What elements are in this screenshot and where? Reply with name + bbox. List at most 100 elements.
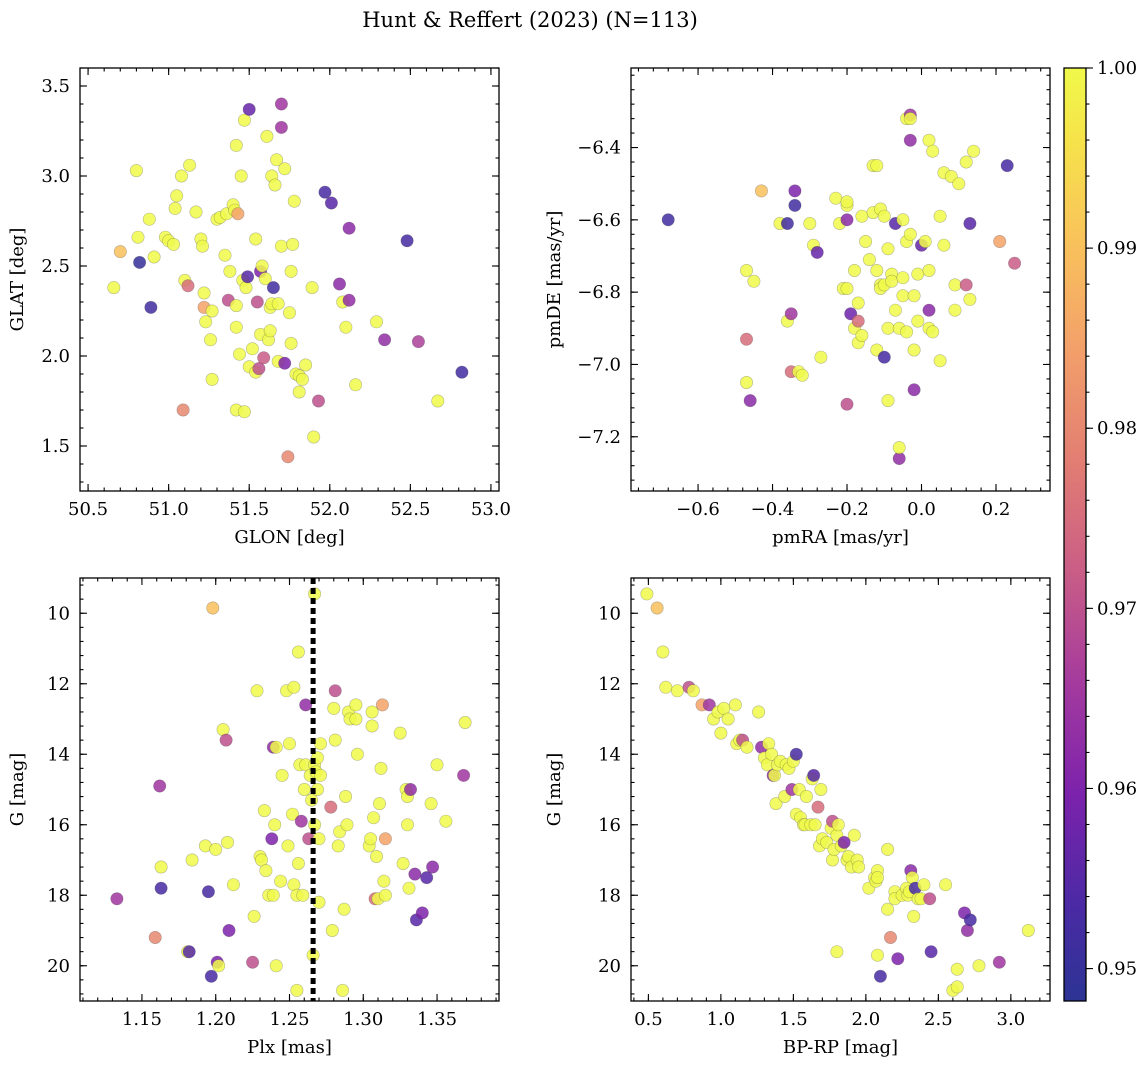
data-point: [881, 394, 895, 408]
ticks: 1.15 1.20 1.25 1.30 1.35 10 12 14 16 18 20: [47, 578, 499, 1030]
data-point: [133, 255, 147, 269]
x-tick-label: 52.5: [390, 499, 430, 520]
data-point: [847, 828, 861, 842]
data-point: [378, 333, 392, 347]
data-point: [378, 832, 392, 846]
data-point: [948, 303, 962, 317]
data-point: [377, 874, 391, 888]
data-point: [784, 307, 798, 321]
x-tick-label: 0.5: [634, 1009, 663, 1030]
data-point: [903, 227, 917, 241]
data-point: [284, 336, 298, 350]
data-point: [403, 782, 417, 796]
data-point: [218, 248, 232, 262]
data-point: [206, 601, 220, 615]
x-axis-label: pmRA [mas/yr]: [772, 527, 909, 548]
data-point: [365, 705, 379, 719]
data-point: [922, 133, 936, 147]
data-point: [336, 983, 350, 997]
data-point: [229, 138, 243, 152]
data-point: [400, 234, 414, 248]
y-tick-label: 12: [598, 674, 621, 695]
data-point: [107, 281, 121, 295]
data-point: [324, 196, 338, 210]
data-point: [291, 645, 305, 659]
data-point: [458, 715, 472, 729]
panel-glon-glat: 50.5 51.0 51.5 52.0 52.5 53.0 1.5 2.0 2.5 3.0 3.5 G…: [7, 67, 511, 548]
data-point: [870, 159, 884, 173]
data-point: [292, 385, 306, 399]
data-point: [339, 320, 353, 334]
y-tick-label: −6.8: [577, 282, 621, 303]
data-point: [278, 162, 292, 176]
data-point: [740, 740, 754, 754]
data-point: [229, 320, 243, 334]
data-point: [754, 184, 768, 198]
data-point: [728, 698, 742, 712]
data-point: [325, 923, 339, 937]
data-point: [847, 263, 861, 277]
data-point: [952, 177, 966, 191]
data-point: [286, 237, 300, 251]
data-point: [239, 281, 253, 295]
data-point: [168, 201, 182, 215]
data-point: [183, 158, 197, 172]
y-axis-label: G [mag]: [544, 753, 565, 826]
colorbar-tick-label: 0.99: [1097, 238, 1137, 259]
data-point: [714, 726, 728, 740]
data-point: [339, 789, 353, 803]
x-tick-label: 1.15: [122, 1009, 162, 1030]
x-tick-label: −0.4: [751, 499, 795, 520]
data-point: [455, 365, 469, 379]
data-point: [189, 205, 203, 219]
x-tick-label: 1.25: [269, 1009, 309, 1030]
data-point: [883, 930, 897, 944]
data-point: [257, 804, 271, 818]
data-point: [661, 213, 675, 227]
data-point: [285, 807, 299, 821]
data-point: [1000, 159, 1014, 173]
ticks: 0.5 1.0 1.5 2.0 2.5 3.0 10 12 14 16 18 20: [598, 578, 1050, 1030]
data-point: [788, 184, 802, 198]
ticks: −0.6 −0.4 −0.2 0.0 0.2 −7.2 −7.0 −6.8 −6.6 −6.4: [577, 68, 1050, 520]
data-point: [992, 955, 1006, 969]
colorbar-tick-label: 0.97: [1097, 598, 1137, 619]
data-point: [257, 351, 271, 365]
x-tick-label: 3.0: [997, 1009, 1026, 1030]
colorbar-gradient: [1064, 68, 1086, 1001]
data-point: [903, 112, 917, 126]
data-point: [176, 403, 190, 417]
data-point: [284, 264, 298, 278]
axes-frame: [79, 67, 500, 492]
x-axis-label: Plx [mas]: [247, 1037, 332, 1058]
data-point: [656, 645, 670, 659]
y-tick-label: 20: [598, 956, 621, 977]
y-tick-label: −7.0: [577, 354, 621, 375]
data-point: [269, 740, 283, 754]
data-point: [222, 923, 236, 937]
points: [110, 587, 472, 997]
data-point: [877, 350, 891, 364]
data-point: [907, 289, 921, 303]
x-tick-label: 0.2: [982, 499, 1011, 520]
data-point: [241, 270, 255, 284]
data-point: [305, 281, 319, 295]
data-point: [396, 856, 410, 870]
data-point: [788, 198, 802, 212]
data-point: [110, 892, 124, 906]
data-point: [888, 303, 902, 317]
data-point: [233, 347, 247, 361]
data-point: [337, 902, 351, 916]
data-point: [299, 358, 313, 372]
data-point: [255, 853, 269, 867]
data-point: [721, 712, 735, 726]
data-point: [268, 818, 282, 832]
y-tick-label: 18: [598, 885, 621, 906]
data-point: [789, 747, 803, 761]
y-tick-label: 14: [598, 744, 621, 765]
data-point: [234, 169, 248, 183]
data-point: [892, 451, 906, 465]
data-point: [686, 684, 700, 698]
axes-frame: [79, 577, 500, 1002]
data-point: [837, 835, 851, 849]
